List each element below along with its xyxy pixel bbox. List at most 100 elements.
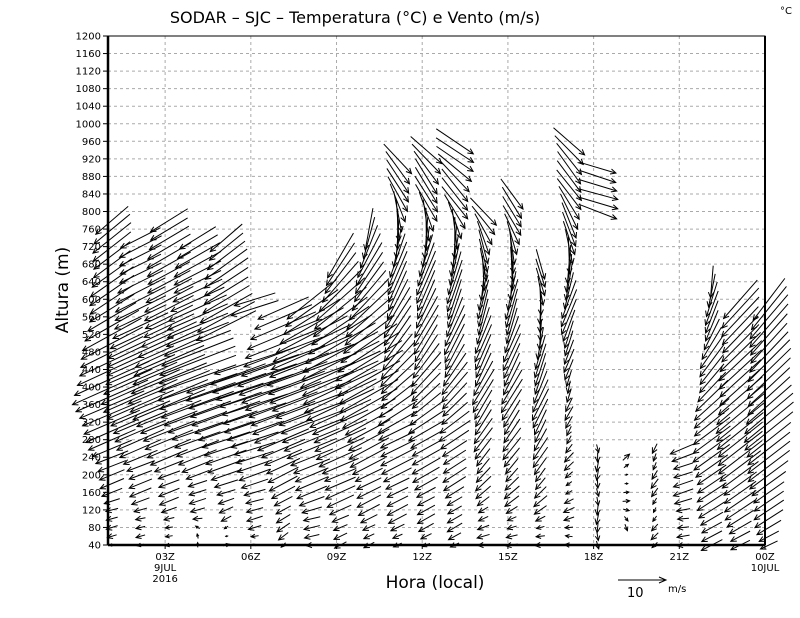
wind-vector-head xyxy=(400,215,407,223)
wind-vector-head xyxy=(704,319,711,327)
wind-vector-head xyxy=(516,212,523,220)
y-tick-label: 280 xyxy=(82,435,101,446)
wind-vector xyxy=(505,307,518,345)
wind-vector-shaft xyxy=(190,507,205,513)
wind-vector xyxy=(209,223,243,253)
wind-vector-shaft xyxy=(676,508,691,512)
wind-vector-head xyxy=(475,476,483,484)
wind-vector xyxy=(326,232,354,279)
wind-vector-head xyxy=(313,323,321,330)
wind-vector-shaft xyxy=(133,353,206,385)
wind-vector-shaft xyxy=(167,312,229,339)
wind-vector xyxy=(751,471,787,497)
wind-vector-shaft xyxy=(351,270,387,311)
x-tick-label: 21Z xyxy=(670,552,690,563)
x-tick-label: 12Z xyxy=(412,552,432,563)
wind-vector xyxy=(272,324,351,363)
wind-vector xyxy=(719,359,762,398)
wind-vector xyxy=(414,324,438,363)
wind-vector-head xyxy=(566,268,573,275)
wind-vector xyxy=(256,428,310,452)
wind-vector-head xyxy=(391,261,398,269)
wind-vector-shaft xyxy=(303,525,320,530)
wind-vector xyxy=(381,373,414,402)
wind-vector xyxy=(332,524,348,532)
wind-vector-shaft xyxy=(192,517,203,520)
wind-vector-shaft xyxy=(164,329,231,357)
wind-vector xyxy=(446,522,463,533)
wind-vector xyxy=(471,205,496,236)
wind-vector xyxy=(473,360,494,397)
wind-vector xyxy=(238,468,271,482)
wind-vector-head xyxy=(411,450,419,457)
wind-vector-head xyxy=(514,238,520,246)
wind-vector-head xyxy=(504,321,511,329)
wind-vector-head xyxy=(435,157,443,165)
wind-vector-shaft xyxy=(231,431,279,448)
wind-vector-head xyxy=(414,331,421,339)
wind-vector-shaft xyxy=(536,525,545,529)
wind-vector xyxy=(213,479,239,489)
wind-vector-head xyxy=(341,422,349,429)
wind-vector-shaft xyxy=(266,457,301,475)
wind-vector-shaft xyxy=(503,343,521,379)
wind-vector-head xyxy=(403,195,410,203)
wind-vector-shaft xyxy=(243,336,323,368)
wind-vector xyxy=(745,384,792,425)
wind-vector-head xyxy=(445,363,451,371)
wind-vector-head xyxy=(284,321,292,328)
y-tick-label: 920 xyxy=(82,154,101,165)
wind-vector xyxy=(286,437,337,460)
wind-vector-head xyxy=(570,248,576,256)
wind-vector-head xyxy=(83,429,91,435)
wind-vector-shaft xyxy=(392,533,403,539)
wind-vector-head xyxy=(332,525,340,532)
wind-vector-shaft xyxy=(510,246,514,282)
wind-vector-shaft xyxy=(214,346,296,375)
wind-vector-shaft xyxy=(159,364,237,393)
wind-vector-shaft xyxy=(384,315,411,354)
wind-vector-shaft xyxy=(318,268,363,313)
wind-vector-head xyxy=(346,323,353,330)
wind-vector-head xyxy=(729,536,737,542)
wind-vector xyxy=(579,169,617,184)
wind-vector-head xyxy=(122,459,130,466)
wind-vector-head xyxy=(240,398,249,404)
wind-vector-head xyxy=(696,487,704,494)
wind-vector-shaft xyxy=(414,476,438,491)
wind-vector xyxy=(474,409,492,436)
wind-vector-head xyxy=(339,415,347,422)
wind-vector-head xyxy=(431,215,438,223)
wind-vector-shaft xyxy=(503,352,520,387)
wind-vector-shaft xyxy=(417,279,436,320)
wind-vector-head xyxy=(743,436,751,443)
wind-vector-shaft xyxy=(158,479,180,488)
wind-vector xyxy=(476,307,490,346)
wind-vector-head xyxy=(218,508,226,514)
wind-vector-head xyxy=(650,490,658,498)
wind-vector-head xyxy=(380,380,387,388)
wind-vector xyxy=(302,516,321,523)
x-tick-label: 00Z xyxy=(755,552,775,563)
wind-vector xyxy=(173,431,221,449)
wind-vector-head xyxy=(448,270,456,278)
wind-vector xyxy=(416,288,437,329)
wind-vector-shaft xyxy=(596,504,599,516)
wind-vector-shaft xyxy=(504,316,520,353)
wind-vector-head xyxy=(143,306,151,313)
wind-vector xyxy=(746,347,792,392)
wind-vector-shaft xyxy=(250,311,317,340)
wind-vector xyxy=(337,331,401,373)
wind-vector xyxy=(416,496,435,507)
wind-vector-shaft xyxy=(566,435,572,444)
wind-vector-head xyxy=(717,460,725,467)
wind-vector xyxy=(435,128,475,155)
wind-vector xyxy=(313,418,367,444)
wind-vector xyxy=(718,340,763,382)
wind-vector-shaft xyxy=(275,390,348,419)
wind-vector xyxy=(71,368,152,406)
wind-vector-head xyxy=(267,477,275,484)
wind-vector xyxy=(415,486,436,498)
wind-vector-head xyxy=(84,335,92,342)
wind-vector xyxy=(84,418,139,444)
